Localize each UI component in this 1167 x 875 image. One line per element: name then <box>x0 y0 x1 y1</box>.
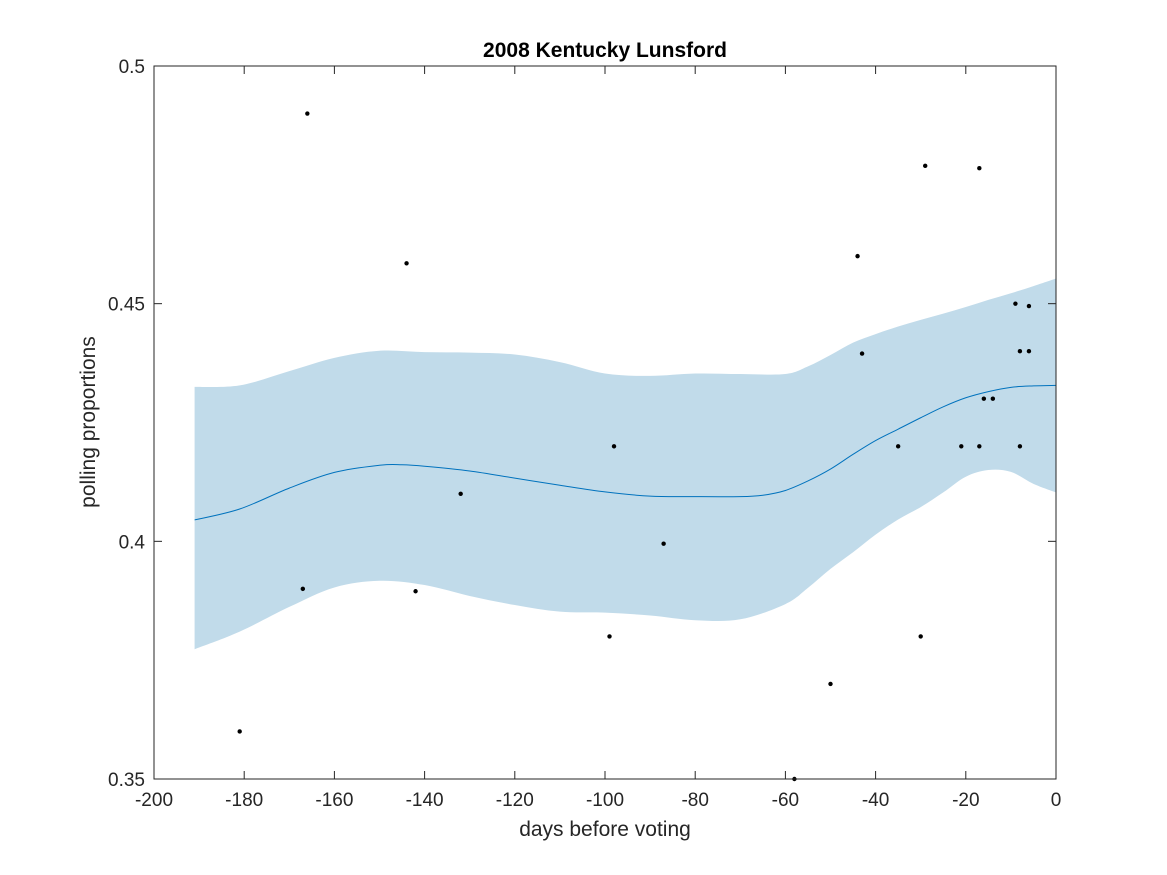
y-axis: 0.35 0.4 0.45 0.5 <box>108 57 1056 791</box>
y-tick-label: 0.35 <box>108 770 145 791</box>
data-point <box>1026 303 1032 309</box>
data-point <box>923 163 928 169</box>
x-axis-label: days before voting <box>519 818 691 841</box>
data-point <box>404 261 409 266</box>
confidence-band <box>194 278 1057 650</box>
x-tick-label: -40 <box>862 790 889 811</box>
x-tick-label: -60 <box>772 790 799 811</box>
data-point <box>990 396 996 401</box>
data-point <box>300 586 306 592</box>
data-point <box>1017 444 1023 449</box>
data-points-layer <box>237 111 1032 782</box>
data-point <box>458 491 463 496</box>
data-point <box>918 634 923 639</box>
x-tick-label: -140 <box>406 790 444 811</box>
data-point <box>305 111 310 116</box>
x-tick-label: -80 <box>681 790 708 811</box>
data-point <box>859 351 865 356</box>
trend-line <box>194 384 1057 521</box>
data-point <box>607 634 612 639</box>
data-point <box>237 729 242 734</box>
data-point <box>611 444 617 449</box>
data-point <box>661 541 666 546</box>
y-tick-label: 0.45 <box>108 295 145 316</box>
data-point <box>828 681 833 687</box>
x-axis: -200 -180 -160 -140 -120 -100 -80 -60 -40 -20 0 <box>135 66 1061 811</box>
x-tick-label: 0 <box>1051 790 1062 811</box>
data-point <box>1017 349 1023 354</box>
x-tick-label: -20 <box>952 790 979 811</box>
chart-title: 2008 Kentucky Lunsford <box>483 39 727 62</box>
y-tick-label: 0.4 <box>119 532 146 553</box>
x-tick-label: -120 <box>496 790 534 811</box>
data-point <box>1013 301 1018 306</box>
x-tick-label: -100 <box>586 790 624 811</box>
confidence-band-layer <box>194 278 1057 650</box>
data-point <box>855 253 860 259</box>
data-point <box>895 444 901 449</box>
x-tick-label: -180 <box>225 790 263 811</box>
x-tick-label: -200 <box>135 790 173 811</box>
data-point <box>981 396 987 401</box>
data-point <box>977 165 982 171</box>
y-tick-label: 0.5 <box>119 57 145 78</box>
trend-line-layer <box>194 384 1057 521</box>
data-point <box>977 444 982 449</box>
x-tick-label: -160 <box>315 790 353 811</box>
data-point <box>1026 349 1032 354</box>
y-axis-label: polling proportions <box>77 336 100 508</box>
data-point <box>413 589 418 594</box>
data-point <box>959 444 964 449</box>
